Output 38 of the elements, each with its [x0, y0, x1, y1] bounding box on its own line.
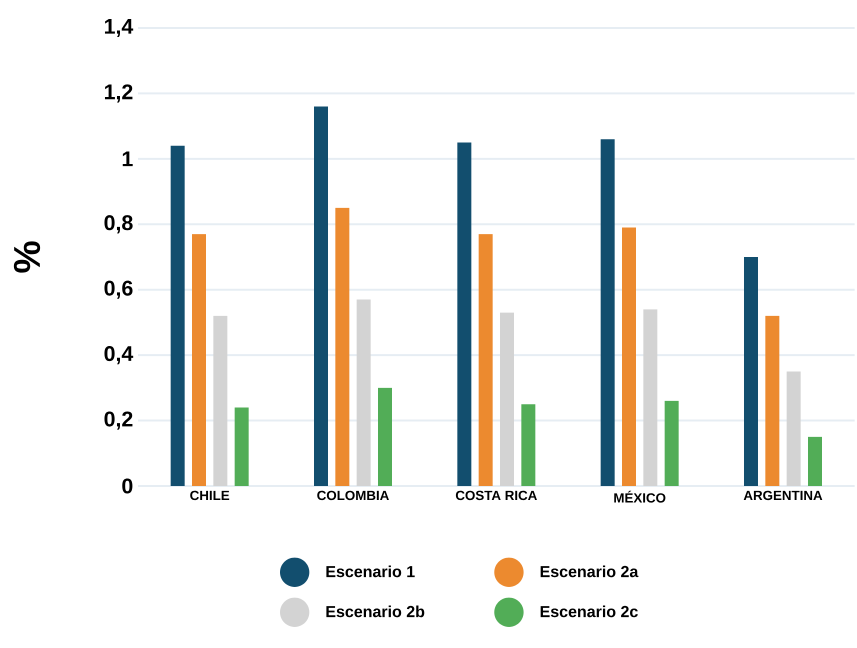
bar: [170, 146, 185, 486]
legend-label: Escenario 2a: [540, 565, 638, 578]
y-tick-label: 1: [122, 152, 133, 166]
bar: [622, 228, 636, 486]
x-tick-label: ARGENTINA: [744, 490, 822, 500]
bar: [356, 300, 371, 486]
y-tick-label: 1,2: [104, 84, 132, 103]
y-tick-label: 0,8: [104, 215, 133, 234]
bar: [786, 371, 801, 486]
bar: [664, 400, 679, 486]
bar: [234, 407, 249, 486]
y-tick-label: 1,4: [104, 18, 134, 37]
bar: [478, 234, 493, 486]
bar: [808, 436, 822, 486]
legend-label: Escenario 2c: [540, 605, 638, 618]
legend-label: Escenario 2b: [326, 605, 424, 618]
bar: [643, 309, 658, 486]
bar: [314, 106, 328, 486]
x-tick-label: COSTA RICA: [456, 490, 537, 500]
bar: [765, 316, 780, 486]
x-tick-label: CHILE: [190, 490, 230, 500]
y-axis-title: %: [14, 241, 40, 273]
bar: [213, 316, 228, 486]
x-tick-label: COLOMBIA: [317, 490, 389, 500]
bar: [192, 234, 206, 486]
bar: [457, 142, 472, 486]
bar: [600, 139, 615, 486]
bar: [378, 388, 392, 486]
bar: [500, 312, 514, 486]
bar: [335, 208, 350, 486]
x-tick-label: MÉXICO: [614, 490, 666, 503]
legend-label: Escenario 1: [326, 565, 415, 578]
y-tick-label: 0: [122, 478, 132, 494]
bar: [521, 404, 536, 486]
bar: [744, 256, 758, 486]
y-tick-label: 0,4: [104, 346, 134, 364]
y-tick-label: 0,6: [104, 280, 133, 299]
y-tick-label: 0,2: [104, 411, 132, 430]
